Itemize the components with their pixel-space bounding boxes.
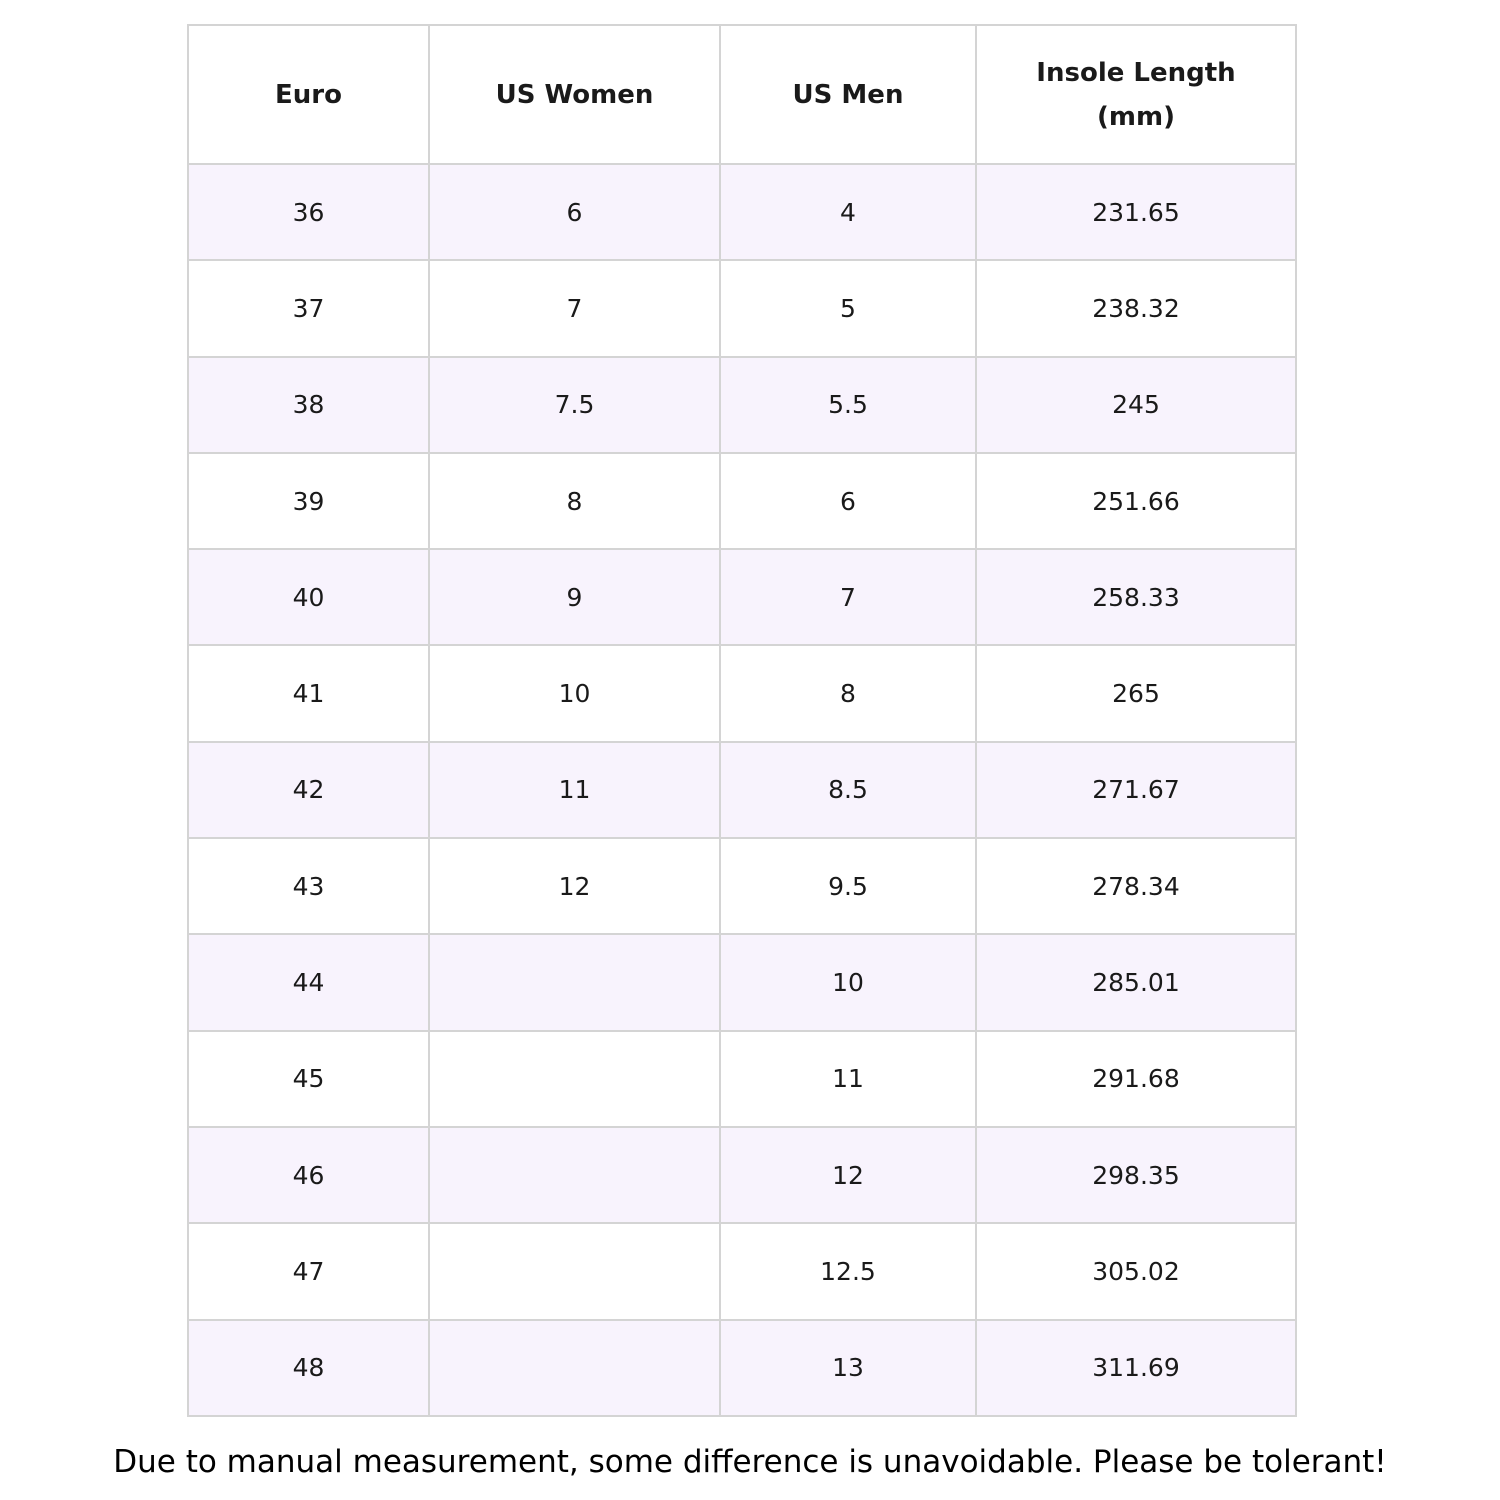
- table-cell: 8: [719, 644, 977, 743]
- table-cell: 7: [428, 259, 721, 358]
- table-cell: 245: [975, 355, 1297, 454]
- header-cell: US Women: [428, 24, 721, 165]
- table-cell: 38: [187, 355, 430, 454]
- table-cell: 271.67: [975, 740, 1297, 840]
- table-cell: 45: [187, 1029, 430, 1128]
- table-cell: 41: [187, 644, 430, 743]
- table-cell: 12: [719, 1125, 977, 1225]
- header-cell: Euro: [187, 24, 430, 165]
- table-row: 41 10 8 265: [187, 644, 1297, 743]
- table-cell: 4: [719, 162, 977, 262]
- table-cell: 8.5: [719, 740, 977, 840]
- table-cell: 6: [428, 162, 721, 262]
- table-cell: [428, 1029, 721, 1128]
- table-cell: [428, 1125, 721, 1225]
- header-text: US Men: [792, 79, 904, 110]
- table-cell: [428, 933, 721, 1032]
- table-cell: [428, 1222, 721, 1321]
- table-cell: 40: [187, 548, 430, 647]
- table-cell: 5: [719, 259, 977, 358]
- header-text: Insole Length (mm): [1036, 57, 1236, 132]
- table-cell: 251.66: [975, 451, 1297, 551]
- table-cell: 278.34: [975, 837, 1297, 936]
- table-cell: [428, 1318, 721, 1417]
- table-row: 40 9 7 258.33: [187, 548, 1297, 647]
- table-cell: 10: [428, 644, 721, 743]
- table-row: 48 13 311.69: [187, 1318, 1297, 1417]
- table-cell: 5.5: [719, 355, 977, 454]
- table-cell: 48: [187, 1318, 430, 1417]
- table-cell: 11: [428, 740, 721, 840]
- table-cell: 285.01: [975, 933, 1297, 1032]
- table-row: 38 7.5 5.5 245: [187, 355, 1297, 454]
- table-cell: 291.68: [975, 1029, 1297, 1128]
- table-cell: 298.35: [975, 1125, 1297, 1225]
- table-cell: 11: [719, 1029, 977, 1128]
- table-cell: 37: [187, 259, 430, 358]
- table-cell: 39: [187, 451, 430, 551]
- table-cell: 12: [428, 837, 721, 936]
- table-cell: 305.02: [975, 1222, 1297, 1321]
- table-cell: 7: [719, 548, 977, 647]
- table-cell: 311.69: [975, 1318, 1297, 1417]
- table-cell: 258.33: [975, 548, 1297, 647]
- table-row: 45 11 291.68: [187, 1029, 1297, 1128]
- table-body: 36 6 4 231.65 37 7 5 238.32 38 7.5 5.5 245 39 8 6 251.6…: [187, 162, 1297, 1417]
- table-cell: 43: [187, 837, 430, 936]
- table-cell: 7.5: [428, 355, 721, 454]
- table-cell: 44: [187, 933, 430, 1032]
- table-cell: 46: [187, 1125, 430, 1225]
- table-row: 37 7 5 238.32: [187, 259, 1297, 358]
- table-cell: 8: [428, 451, 721, 551]
- table-cell: 42: [187, 740, 430, 840]
- table-cell: 47: [187, 1222, 430, 1321]
- table-row: 44 10 285.01: [187, 933, 1297, 1032]
- table-cell: 6: [719, 451, 977, 551]
- table-row: 36 6 4 231.65: [187, 162, 1297, 262]
- header-text: Euro: [275, 79, 342, 110]
- table-row: 42 11 8.5 271.67: [187, 740, 1297, 840]
- header-row: Euro US Women US Men Insole Length (mm): [187, 24, 1297, 165]
- table-cell: 10: [719, 933, 977, 1032]
- size-table: Euro US Women US Men Insole Length (mm) 36 6…: [187, 24, 1297, 1417]
- table-cell: 9: [428, 548, 721, 647]
- footer-note: Due to manual measurement, some differen…: [113, 1444, 1387, 1480]
- table-cell: 265: [975, 644, 1297, 743]
- table-row: 43 12 9.5 278.34: [187, 837, 1297, 936]
- table-cell: 9.5: [719, 837, 977, 936]
- table-cell: 231.65: [975, 162, 1297, 262]
- header-text: US Women: [495, 79, 654, 110]
- table-cell: 238.32: [975, 259, 1297, 358]
- table-cell: 13: [719, 1318, 977, 1417]
- table-row: 39 8 6 251.66: [187, 451, 1297, 551]
- header-cell: US Men: [719, 24, 977, 165]
- header-cell: Insole Length (mm): [975, 24, 1297, 165]
- table-cell: 36: [187, 162, 430, 262]
- table-row: 46 12 298.35: [187, 1125, 1297, 1225]
- table-row: 47 12.5 305.02: [187, 1222, 1297, 1321]
- table-cell: 12.5: [719, 1222, 977, 1321]
